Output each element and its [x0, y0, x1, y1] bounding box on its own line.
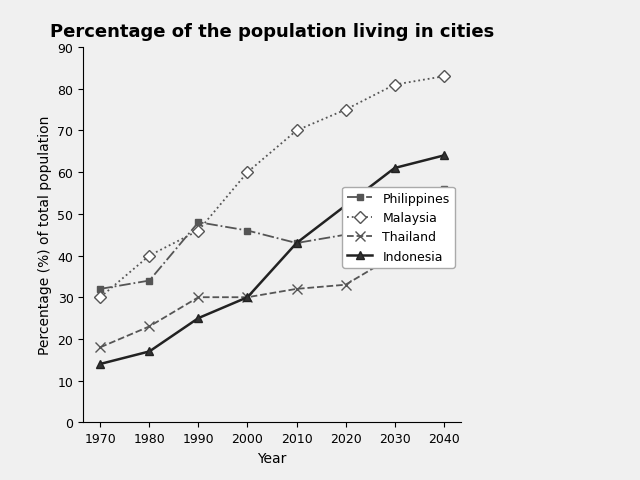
Indonesia [195, 315, 202, 321]
Y-axis label: Percentage (%) of total population: Percentage (%) of total population [38, 116, 52, 355]
Philippines [342, 232, 349, 238]
Thailand [145, 324, 153, 330]
Line: Malaysia: Malaysia [96, 73, 448, 302]
Malaysia [97, 295, 104, 300]
X-axis label: Year: Year [257, 451, 287, 465]
Malaysia [244, 170, 252, 176]
Title: Percentage of the population living in cities: Percentage of the population living in c… [50, 23, 494, 41]
Thailand [292, 287, 300, 292]
Legend: Philippines, Malaysia, Thailand, Indonesia: Philippines, Malaysia, Thailand, Indones… [342, 187, 454, 268]
Philippines [195, 220, 202, 226]
Thailand [342, 282, 349, 288]
Malaysia [342, 108, 349, 113]
Thailand [244, 295, 252, 300]
Philippines [145, 278, 153, 284]
Thailand [195, 295, 202, 300]
Philippines [97, 287, 104, 292]
Indonesia [342, 203, 349, 209]
Indonesia [292, 240, 300, 246]
Thailand [97, 345, 104, 350]
Philippines [391, 207, 399, 213]
Thailand [391, 253, 399, 259]
Indonesia [244, 295, 252, 300]
Malaysia [440, 74, 447, 80]
Philippines [244, 228, 252, 234]
Malaysia [195, 228, 202, 234]
Indonesia [440, 153, 447, 159]
Malaysia [292, 128, 300, 134]
Philippines [292, 240, 300, 246]
Line: Philippines: Philippines [97, 186, 447, 293]
Line: Indonesia: Indonesia [96, 152, 448, 368]
Philippines [440, 187, 447, 192]
Malaysia [145, 253, 153, 259]
Thailand [440, 212, 447, 217]
Indonesia [391, 166, 399, 171]
Indonesia [97, 361, 104, 367]
Line: Thailand: Thailand [95, 210, 449, 352]
Malaysia [391, 83, 399, 88]
Indonesia [145, 349, 153, 355]
